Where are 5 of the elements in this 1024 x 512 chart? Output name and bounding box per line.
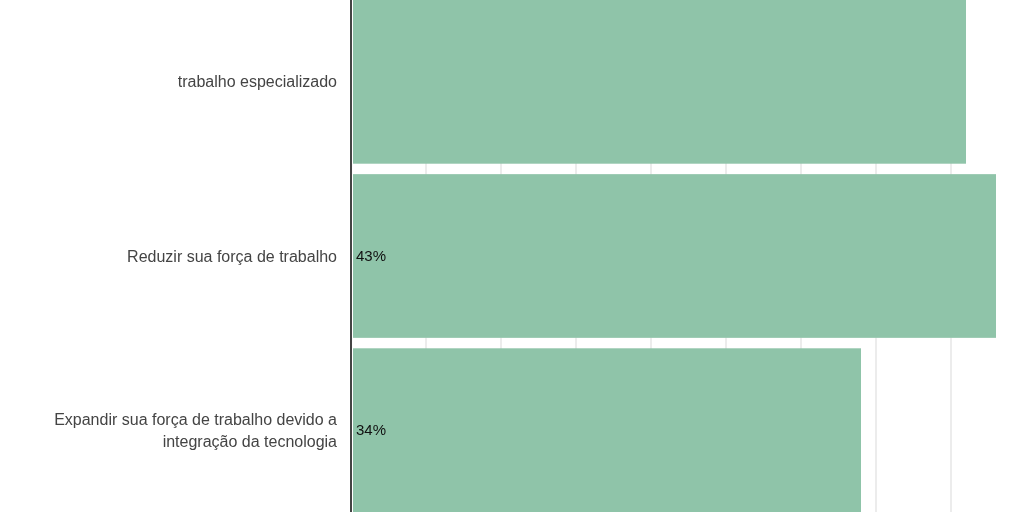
data-label: 34%	[356, 421, 387, 439]
y-tick-label: trabalho especializado	[177, 73, 338, 91]
data-label: 43%	[356, 247, 387, 265]
y-tick-label: Reduzir sua força de trabalho	[127, 247, 338, 265]
y-tick-label: Expandir sua força de trabalho devido a integração da tecnologia	[54, 410, 338, 450]
